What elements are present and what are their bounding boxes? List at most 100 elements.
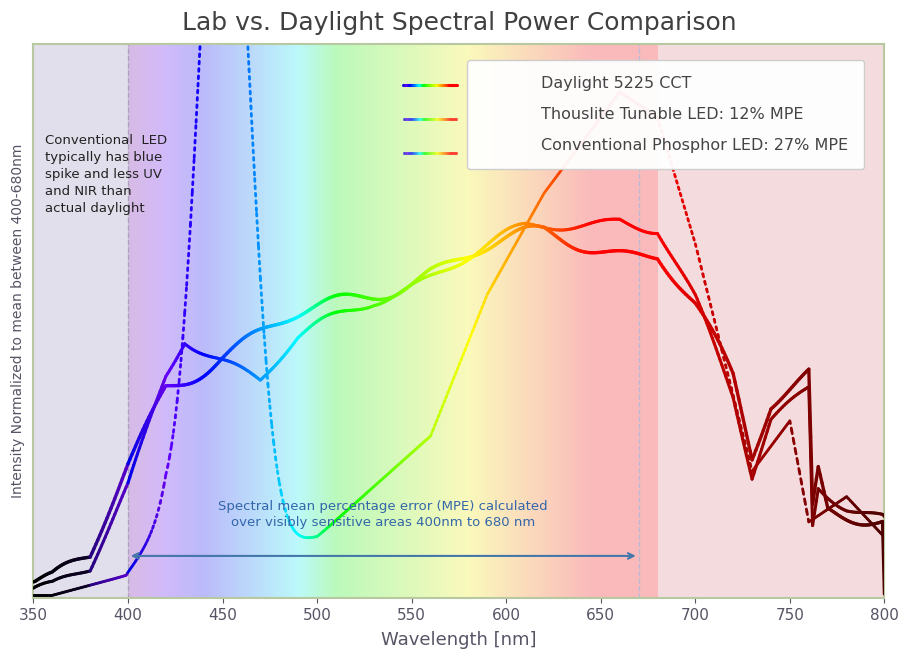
Bar [558,44,559,598]
Bar [421,44,422,598]
Bar [400,44,401,598]
Bar [544,44,545,598]
Bar [456,44,458,598]
Bar [264,44,265,598]
Bar [307,44,308,598]
Bar [363,44,364,598]
Bar [500,44,501,598]
Bar [390,44,391,598]
Bar [470,44,471,598]
Bar [137,44,138,598]
Bar [387,44,388,598]
Bar [631,44,632,598]
Bar [227,44,228,598]
Bar [155,44,156,598]
Bar [601,44,602,598]
Bar [303,44,304,598]
Bar [472,44,473,598]
Bar [553,44,555,598]
Bar [162,44,163,598]
Bar [533,44,535,598]
Bar [428,44,429,598]
Bar [564,44,565,598]
Bar [458,44,459,598]
Bar [629,44,630,598]
Bar [436,44,437,598]
Bar [446,44,447,598]
Bar [316,44,317,598]
Bar [177,44,179,598]
Bar [323,44,324,598]
Bar [557,44,558,598]
Bar [165,44,167,598]
Bar [493,44,494,598]
Bar [346,44,348,598]
Bar [549,44,550,598]
Bar [173,44,174,598]
Bar [504,44,505,598]
Bar [129,44,130,598]
Bar [151,44,152,598]
Bar [422,44,423,598]
Bar [526,44,527,598]
Bar [650,44,652,598]
Bar [596,44,597,598]
Bar [150,44,151,598]
Bar [520,44,521,598]
Bar [467,44,468,598]
Bar [641,44,642,598]
Bar [275,44,277,598]
Bar [640,44,641,598]
Bar [519,44,520,598]
Bar [222,44,223,598]
Bar [297,44,298,598]
Y-axis label: Intensity Normalized to mean between 400-680nm: Intensity Normalized to mean between 400… [11,144,25,498]
Bar [349,44,350,598]
Bar [314,44,316,598]
Bar [459,44,460,598]
Bar [609,44,610,598]
Bar [430,44,432,598]
Bar [465,44,466,598]
Bar [572,44,574,598]
Bar [603,44,604,598]
Bar [180,44,181,598]
Bar [393,44,394,598]
Bar [375,44,376,598]
Bar [616,44,617,598]
Bar [447,44,448,598]
Bar [168,44,169,598]
Bar [397,44,398,598]
Bar [183,44,184,598]
Bar [176,44,177,598]
Bar [550,44,551,598]
Bar [454,44,455,598]
Bar [138,44,139,598]
Bar [195,44,196,598]
Bar [372,44,374,598]
Bar [271,44,272,598]
Bar [190,44,191,598]
Bar [460,44,461,598]
Bar [497,44,498,598]
Bar [285,44,286,598]
Bar [132,44,133,598]
Bar [654,44,655,598]
Bar [656,44,658,598]
Bar [658,44,885,598]
Bar [508,44,510,598]
Bar [532,44,533,598]
Bar [325,44,326,598]
Bar [147,44,148,598]
Bar [545,44,546,598]
Bar [473,44,474,598]
Bar [391,44,393,598]
Bar [226,44,227,598]
Bar [420,44,421,598]
Bar [281,44,283,598]
Bar [530,44,531,598]
Bar [145,44,146,598]
Bar [522,44,523,598]
Bar [450,44,451,598]
Bar [484,44,485,598]
